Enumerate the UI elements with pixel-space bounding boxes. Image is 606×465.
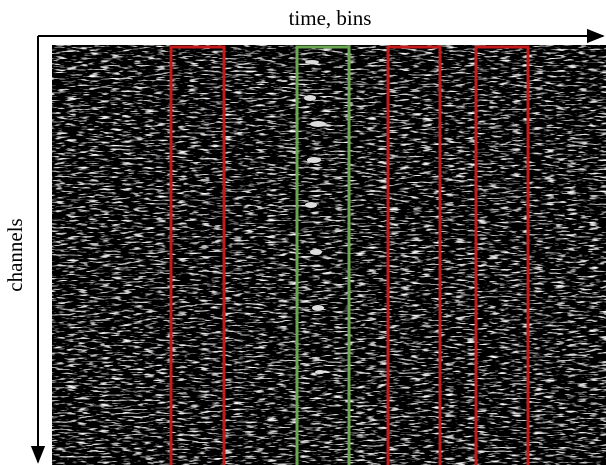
red-window [169, 45, 226, 465]
red-window [386, 45, 442, 465]
green-window [295, 45, 351, 465]
red-window [474, 45, 530, 465]
x-axis-label: time, bins [289, 6, 372, 30]
noise-image [52, 45, 606, 465]
pulse-blips [304, 60, 326, 374]
y-axis-label: channels [3, 218, 27, 291]
windows [169, 45, 530, 465]
